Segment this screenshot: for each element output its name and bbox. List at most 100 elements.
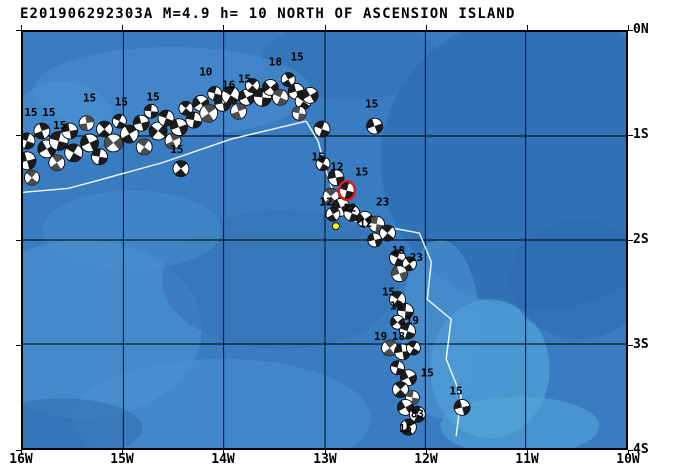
focal-mechanism-quadrant	[400, 370, 409, 382]
focal-mechanism-quadrant	[310, 91, 319, 103]
focal-mechanism-quadrant	[335, 176, 344, 186]
map-title: E201906292303A M=4.9 h= 10 NORTH OF ASCE…	[20, 6, 516, 22]
focal-mechanism-quadrant	[235, 103, 247, 112]
depth-label: 23	[376, 195, 389, 208]
bathymetry-shading	[400, 240, 480, 419]
focal-mechanism-icon	[143, 103, 159, 119]
focal-mechanism-quadrant	[113, 137, 123, 150]
tick-mark	[16, 450, 21, 451]
focal-mechanism-icon	[178, 100, 194, 116]
focal-mechanism-quadrant	[222, 86, 236, 96]
focal-mechanism-quadrant	[302, 88, 311, 100]
focal-mechanism-quadrant	[319, 163, 330, 171]
focal-mechanism-icon	[91, 148, 108, 166]
focal-mechanism-quadrant	[174, 168, 187, 177]
focal-mechanism-quadrant	[104, 136, 114, 149]
focal-mechanism-icon	[399, 322, 416, 340]
focal-mechanism-quadrant	[405, 256, 416, 264]
focal-mechanism-icon	[132, 114, 150, 132]
bathymetry-shading	[42, 190, 222, 270]
focal-mechanism-quadrant	[23, 133, 30, 141]
focal-mechanism-quadrant	[91, 148, 101, 157]
focal-mechanism-quadrant	[56, 140, 68, 151]
focal-mechanism-icon	[157, 109, 175, 127]
focal-mechanism-quadrant	[238, 90, 247, 101]
focal-mechanism-quadrant	[39, 123, 50, 132]
focal-mechanism-icon	[397, 302, 414, 320]
focal-mechanism-quadrant	[192, 96, 201, 108]
focal-mechanism-icon	[391, 265, 408, 283]
tick-mark	[223, 25, 224, 30]
focal-mechanism-quadrant	[208, 86, 217, 94]
focal-mechanism-quadrant	[141, 121, 150, 131]
focal-mechanism-quadrant	[80, 134, 90, 147]
focal-mechanism-icon	[185, 111, 203, 129]
focal-mechanism-icon	[238, 89, 255, 106]
focal-mechanism-quadrant	[404, 331, 415, 340]
focal-mechanism-quadrant	[273, 89, 284, 98]
depth-label: 15	[42, 106, 55, 119]
focal-mechanism-icon	[390, 360, 405, 376]
focal-mechanism-quadrant	[394, 389, 407, 398]
focal-mechanism-icon	[408, 405, 426, 423]
lon-tick-label: 11W	[515, 452, 539, 467]
lon-tick-label: 13W	[313, 452, 337, 467]
tick-mark	[325, 25, 326, 30]
focal-mechanism-icon	[453, 399, 471, 416]
depth-label: 15	[390, 299, 403, 312]
bathymetry-shading	[162, 210, 401, 349]
depth-label: 18	[269, 56, 282, 69]
focal-mechanism-quadrant	[390, 316, 398, 327]
focal-mechanism-quadrant	[411, 397, 420, 405]
focal-mechanism-icon	[24, 169, 40, 186]
focal-mechanism-quadrant	[113, 114, 123, 122]
focal-mechanism-quadrant	[319, 129, 330, 137]
focal-mechanism-icon	[406, 340, 421, 356]
focal-mechanism-icon	[135, 138, 153, 156]
tick-mark	[16, 345, 21, 346]
focal-mechanism-quadrant	[399, 270, 408, 282]
focal-mechanism-quadrant	[253, 88, 264, 98]
tick-mark	[122, 450, 123, 455]
focal-mechanism-quadrant	[192, 120, 202, 129]
tick-mark	[16, 30, 21, 31]
focal-mechanism-quadrant	[367, 233, 375, 242]
focal-mechanism-quadrant	[121, 134, 134, 143]
lon-tick-label: 12W	[414, 452, 438, 467]
focal-mechanism-icon	[104, 133, 123, 153]
depth-label: 15	[399, 422, 412, 435]
focal-mechanism-quadrant	[49, 131, 62, 141]
focal-mechanism-quadrant	[381, 225, 393, 234]
focal-mechanism-quadrant	[69, 152, 82, 162]
focal-mechanism-quadrant	[133, 115, 142, 126]
depth-label: 12	[343, 201, 356, 214]
focal-mechanism-quadrant	[181, 108, 192, 116]
tick-mark	[223, 450, 224, 455]
depth-label: 15	[83, 91, 96, 104]
focal-mechanism-icon	[230, 102, 247, 120]
depth-label: 15	[365, 97, 378, 110]
focal-mechanism-quadrant	[180, 101, 191, 109]
lon-tick-label: 16W	[9, 452, 33, 467]
focal-mechanism-icon	[245, 78, 260, 93]
focal-mechanism-quadrant	[247, 85, 258, 93]
focal-mechanism-icon	[301, 87, 319, 104]
focal-mechanism-quadrant	[26, 158, 36, 170]
focal-mechanism-quadrant	[85, 115, 94, 124]
lon-tick-label: 15W	[110, 452, 134, 467]
focal-mechanism-quadrant	[328, 169, 336, 179]
tick-mark	[527, 450, 528, 455]
map-area: 15 15 15 15 15 15 10 16 15 18 15 15 15 15 12 15 12 12 23 12…	[21, 30, 628, 450]
focal-mechanism-icon	[80, 133, 99, 153]
focal-mechanism-quadrant	[407, 341, 417, 348]
focal-mechanism-quadrant	[226, 95, 239, 105]
focal-mechanism-quadrant	[203, 104, 217, 114]
focal-mechanism-quadrant	[284, 72, 295, 80]
focal-mechanism-quadrant	[394, 381, 407, 390]
focal-mechanism-icon	[33, 122, 51, 140]
focal-mechanism-quadrant	[170, 119, 179, 130]
focal-mechanism-quadrant	[61, 123, 70, 133]
depth-label: 16	[222, 78, 235, 91]
